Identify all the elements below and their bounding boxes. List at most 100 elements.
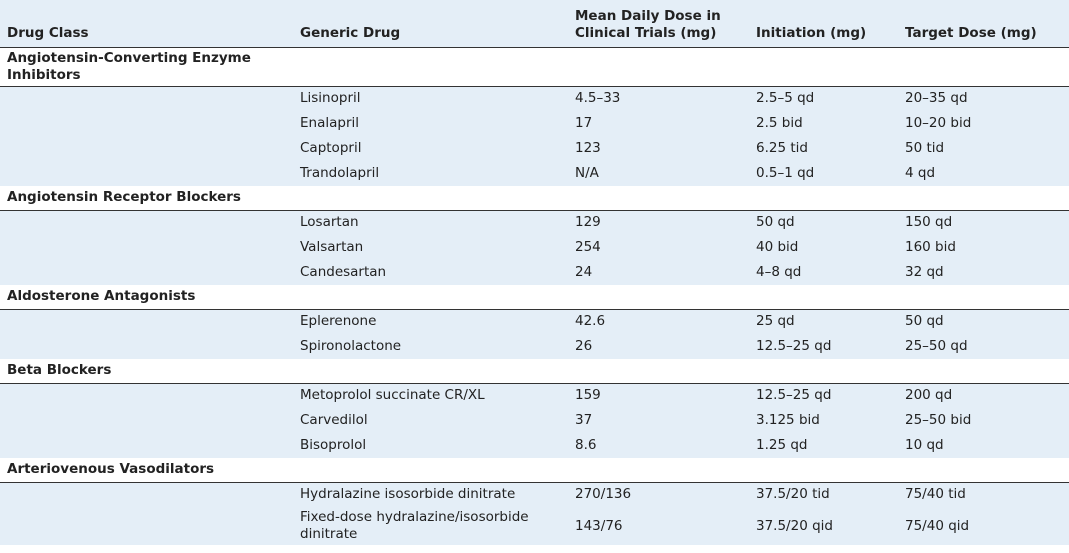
cell: 42.6 [568, 309, 749, 334]
column-header: Target Dose (mg) [898, 0, 1069, 48]
cell: 50 tid [898, 136, 1069, 161]
drug-row: Bisoprolol 8.6 1.25 qd 10 qd [0, 433, 1069, 458]
empty-cell [293, 186, 568, 211]
empty-cell [0, 260, 293, 285]
cell: 75/40 tid [898, 482, 1069, 507]
group-row: Angiotensin-Converting Enzyme Inhibitors [0, 47, 1069, 87]
empty-cell [898, 285, 1069, 310]
cell: 25 qd [749, 309, 898, 334]
cell: 25–50 bid [898, 408, 1069, 433]
cell: N/A [568, 161, 749, 186]
group-row: Arteriovenous Vasodilators [0, 458, 1069, 483]
cell: 8.6 [568, 433, 749, 458]
drug-class: Angiotensin-Converting Enzyme Inhibitors [0, 47, 293, 87]
empty-cell [0, 309, 293, 334]
cell: 26 [568, 334, 749, 359]
cell: 270/136 [568, 482, 749, 507]
empty-cell [898, 359, 1069, 384]
empty-cell [293, 285, 568, 310]
cell: 10 qd [898, 433, 1069, 458]
empty-cell [749, 458, 898, 483]
cell: 17 [568, 111, 749, 136]
cell: 150 qd [898, 210, 1069, 235]
cell: 32 qd [898, 260, 1069, 285]
drug-class: Arteriovenous Vasodilators [0, 458, 293, 483]
cell: Metoprolol succinate CR/XL [293, 383, 568, 408]
group-row: Aldosterone Antagonists [0, 285, 1069, 310]
empty-cell [0, 334, 293, 359]
empty-cell [293, 359, 568, 384]
empty-cell [749, 186, 898, 211]
cell: Losartan [293, 210, 568, 235]
column-header: Drug Class [0, 0, 293, 48]
group-row: Beta Blockers [0, 359, 1069, 384]
cell: 160 bid [898, 235, 1069, 260]
cell: 2.5 bid [749, 111, 898, 136]
empty-cell [898, 458, 1069, 483]
drug-class: Aldosterone Antagonists [0, 285, 293, 310]
column-header: Generic Drug [293, 0, 568, 48]
cell: 254 [568, 235, 749, 260]
drug-row: Hydralazine isosorbide dinitrate 270/136 3… [0, 482, 1069, 507]
cell: Bisoprolol [293, 433, 568, 458]
table-header: Drug Class Generic Drug Mean Daily Dose in… [0, 0, 1069, 48]
drug-row: Metoprolol succinate CR/XL 159 12.5–25 qd 2… [0, 383, 1069, 408]
empty-cell [293, 47, 568, 87]
empty-cell [898, 47, 1069, 87]
empty-cell [0, 111, 293, 136]
empty-cell [0, 507, 293, 545]
empty-cell [568, 47, 749, 87]
drug-class: Beta Blockers [0, 359, 293, 384]
cell: Hydralazine isosorbide dinitrate [293, 482, 568, 507]
drug-row: Fixed-dose hydralazine/isosorbide dinitr… [0, 507, 1069, 545]
empty-cell [0, 482, 293, 507]
drug-row: Lisinopril 4.5–33 2.5–5 qd 20–35 qd [0, 86, 1069, 111]
empty-cell [0, 136, 293, 161]
cell: 123 [568, 136, 749, 161]
drug-row: Spironolactone 26 12.5–25 qd 25–50 qd [0, 334, 1069, 359]
column-header: Mean Daily Dose in Clinical Trials (mg) [568, 0, 749, 48]
drug-row: Captopril 123 6.25 tid 50 tid [0, 136, 1069, 161]
empty-cell [0, 235, 293, 260]
group-row: Angiotensin Receptor Blockers [0, 186, 1069, 211]
cell: 37.5/20 tid [749, 482, 898, 507]
cell: 200 qd [898, 383, 1069, 408]
empty-cell [0, 408, 293, 433]
cell: 4.5–33 [568, 86, 749, 111]
cell: 2.5–5 qd [749, 86, 898, 111]
cell: 6.25 tid [749, 136, 898, 161]
cell: 0.5–1 qd [749, 161, 898, 186]
cell: 3.125 bid [749, 408, 898, 433]
cell: Candesartan [293, 260, 568, 285]
drug-row: Carvedilol 37 3.125 bid 25–50 bid [0, 408, 1069, 433]
cell: Valsartan [293, 235, 568, 260]
cell: 159 [568, 383, 749, 408]
cell: 50 qd [749, 210, 898, 235]
cell: Lisinopril [293, 86, 568, 111]
drug-row: Valsartan 254 40 bid 160 bid [0, 235, 1069, 260]
empty-cell [568, 186, 749, 211]
cell: 143/76 [568, 507, 749, 545]
drug-row: Trandolapril N/A 0.5–1 qd 4 qd [0, 161, 1069, 186]
drug-row: Enalapril 17 2.5 bid 10–20 bid [0, 111, 1069, 136]
empty-cell [0, 210, 293, 235]
cell: 37 [568, 408, 749, 433]
cell: 10–20 bid [898, 111, 1069, 136]
cell: Trandolapril [293, 161, 568, 186]
cell: Captopril [293, 136, 568, 161]
cell: Enalapril [293, 111, 568, 136]
cell: 20–35 qd [898, 86, 1069, 111]
cell: 4–8 qd [749, 260, 898, 285]
empty-cell [749, 285, 898, 310]
empty-cell [568, 359, 749, 384]
cell: 4 qd [898, 161, 1069, 186]
cell: 40 bid [749, 235, 898, 260]
cell: 37.5/20 qid [749, 507, 898, 545]
cell: Eplerenone [293, 309, 568, 334]
cell: 129 [568, 210, 749, 235]
cell: 12.5–25 qd [749, 383, 898, 408]
cell: 75/40 qid [898, 507, 1069, 545]
table-body: Angiotensin-Converting Enzyme Inhibitors… [0, 47, 1069, 545]
